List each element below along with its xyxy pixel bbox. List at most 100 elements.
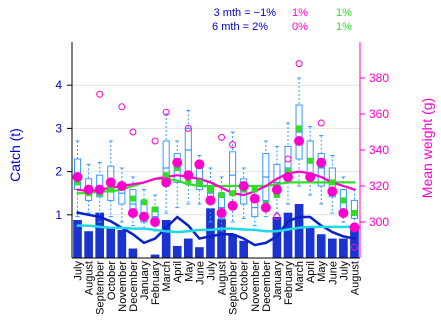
x-tick-label: April (172, 261, 184, 283)
weight-mean-point (283, 172, 293, 182)
weight-outlier (184, 124, 192, 132)
box-body (240, 178, 248, 205)
y-axis-right-label: Mean weight (g) (419, 98, 435, 198)
weight-mean-point (161, 177, 172, 188)
x-tick-label: January (139, 261, 151, 301)
x-tick-label: October (239, 261, 251, 300)
x-tick-label: November (117, 261, 129, 312)
catch-bar (150, 254, 160, 258)
weight-green-point (129, 195, 136, 202)
weight-green-point (107, 186, 114, 193)
x-tick-label: February (283, 261, 295, 306)
box-body (229, 151, 237, 196)
x-tick-label: December (261, 261, 273, 312)
weight-mean-point (94, 184, 105, 195)
weight-green-point (218, 192, 225, 198)
catch-bar (117, 229, 127, 258)
catch-bar (350, 227, 359, 258)
legend-row2-green: 1% (336, 21, 352, 33)
weight-mean-point (139, 211, 149, 222)
x-tick-label: March (294, 261, 306, 292)
y-right-tick-label: 300 (369, 215, 389, 229)
weight-mean-point (72, 172, 83, 182)
weight-green-point (285, 168, 291, 175)
catch-bar (228, 234, 237, 258)
catch-bar (217, 219, 226, 258)
weight-mean-point (216, 208, 227, 218)
weight-outlier (129, 128, 137, 136)
x-tick-label: October (106, 261, 118, 300)
y-left-tick-label: 2 (55, 165, 62, 179)
weight-mean-point (249, 193, 260, 204)
x-tick-label: August (84, 261, 96, 295)
box-body (184, 127, 192, 178)
catch-bar (316, 234, 326, 258)
x-tick-label: June (194, 261, 206, 285)
catch-bar (106, 226, 116, 258)
legend-row1-green: 1% (336, 7, 352, 19)
x-tick-label: November (250, 261, 262, 312)
legend-row2-magenta: 0% (292, 21, 308, 33)
box-body (317, 153, 325, 187)
weight-mean-point (83, 184, 94, 195)
weight-green-point (141, 199, 147, 206)
weight-mean-point (205, 195, 216, 206)
x-tick-label: July (205, 261, 217, 281)
weight-green-point (207, 186, 214, 193)
weight-mean-point (227, 200, 238, 211)
weight-green-point (340, 197, 347, 204)
weight-green-point (273, 192, 280, 198)
weight-mean-point (183, 170, 194, 181)
weight-outlier (350, 243, 358, 251)
weight-mean-point (127, 208, 138, 218)
catch-bar (239, 240, 249, 258)
catch-bar (195, 247, 204, 258)
weight-green-point (74, 179, 81, 186)
x-tick-label: March (161, 261, 173, 292)
y-right-tick-label: 320 (369, 179, 389, 193)
weight-outlier (151, 137, 159, 145)
catch-bar (305, 227, 315, 258)
weight-outlier (317, 119, 325, 127)
x-tick-label: September (95, 261, 107, 315)
weight-mean-point (116, 181, 127, 191)
weight-mean-point (338, 208, 349, 218)
weight-green-point (229, 190, 236, 197)
weight-green-point (329, 179, 336, 186)
catch-bar (283, 212, 293, 258)
weight-outlier (118, 103, 126, 111)
weight-mean-point (194, 159, 205, 170)
legend: 3 mth = −1% 1% 1% 6 mth = 2% 0% 1% (212, 7, 352, 33)
legend-row1-label: 3 mth = −1% (214, 7, 277, 19)
weight-mean-point (349, 222, 360, 233)
weight-mean-point (150, 217, 161, 227)
x-tick-label: June (327, 261, 339, 285)
weight-green-point (152, 206, 159, 213)
weight-outlier (229, 141, 237, 149)
x-tick-label: January (272, 261, 284, 301)
y-left-tick-label: 1 (55, 208, 62, 222)
x-tick-label: July (338, 261, 350, 281)
weight-green-point (251, 186, 258, 193)
catch-bar (339, 238, 348, 258)
catch-bars (73, 204, 359, 258)
weight-mean-point (327, 186, 338, 197)
weight-outlier (218, 133, 226, 141)
weight-green-point (351, 210, 358, 216)
weight-green-point (196, 179, 203, 186)
weight-mean-point (172, 157, 183, 168)
x-tick-label: September (228, 261, 240, 315)
weight-outlier (162, 108, 170, 116)
weight-green-point (185, 179, 192, 186)
x-tick-label: August (217, 261, 229, 295)
catch-bar (161, 219, 171, 258)
legend-row2-label: 6 mth = 2% (212, 21, 268, 33)
y-left-tick-label: 3 (55, 121, 62, 135)
x-tick-labels: July August September October November Decemb… (73, 261, 362, 315)
weight-mean-point (238, 181, 249, 191)
weight-boxplots (73, 77, 359, 232)
legend-row1-magenta: 1% (292, 7, 308, 19)
gridlines (72, 84, 360, 216)
catch-bar (95, 212, 105, 258)
